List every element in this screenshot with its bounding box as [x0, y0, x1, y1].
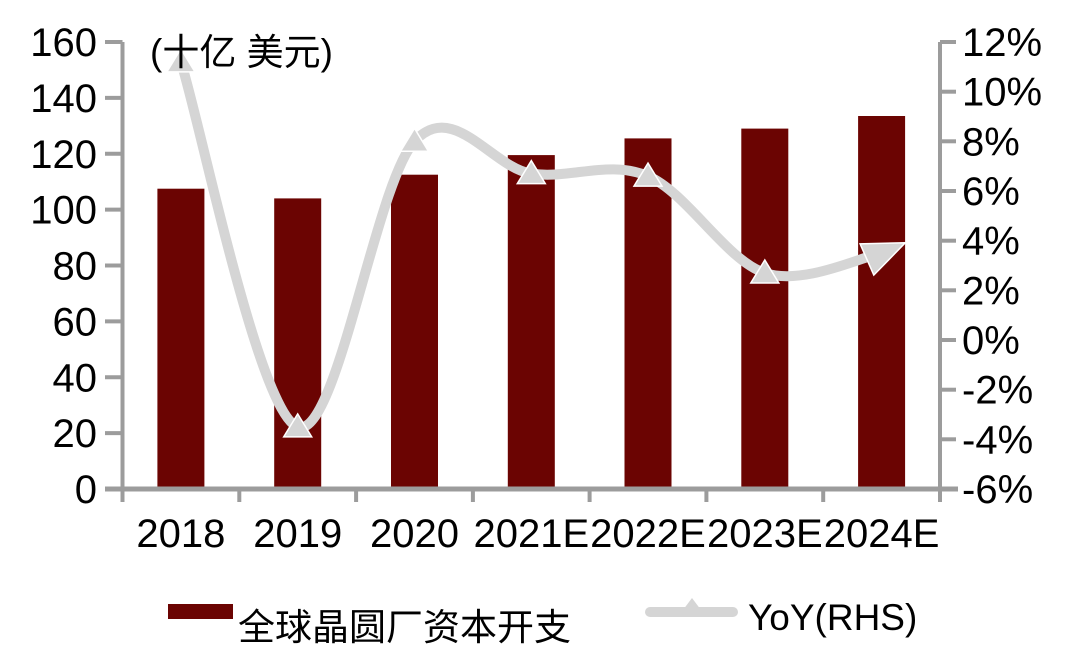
x-category-label-2022E: 2022E	[590, 512, 706, 556]
legend-bar-swatch	[168, 604, 233, 619]
y-left-tick-label-140: 140	[30, 77, 97, 121]
y-left-tick-label-20: 20	[53, 412, 98, 456]
y-left-tick-label-80: 80	[53, 245, 98, 289]
y-right-tick-label-12%: 12%	[962, 21, 1042, 65]
y-right-tick-label--4%: -4%	[962, 418, 1033, 462]
yoy-marker-2021E	[515, 159, 547, 185]
y-right-tick-label-10%: 10%	[962, 71, 1042, 115]
x-category-label-2019: 2019	[253, 512, 342, 556]
y-right-tick-label-8%: 8%	[962, 120, 1020, 164]
y-right-tick-label--6%: -6%	[962, 468, 1033, 512]
bar-2020	[391, 174, 438, 489]
yoy-marker-2020	[399, 126, 430, 153]
y-right-tick-label-4%: 4%	[962, 220, 1020, 264]
y-right-tick-label-2%: 2%	[962, 269, 1020, 313]
yoy-arrowhead-2024E	[858, 241, 908, 277]
x-category-label-2024E: 2024E	[824, 512, 940, 556]
x-category-label-2018: 2018	[136, 512, 225, 556]
y-left-tick-label-40: 40	[53, 356, 98, 400]
yoy-marker-2023E	[749, 258, 781, 284]
bar-2019	[274, 198, 322, 489]
bar-2022E	[624, 138, 672, 489]
yoy-marker-2022E	[632, 161, 664, 187]
x-category-label-2020: 2020	[370, 512, 459, 556]
bar-2023E	[741, 128, 789, 489]
y-left-tick-label-60: 60	[53, 300, 98, 344]
y-right-tick-label-0%: 0%	[962, 319, 1020, 363]
bar-2018	[157, 188, 205, 489]
bar-2024E	[858, 116, 906, 489]
legend-line-swatch	[645, 598, 738, 617]
y-left-tick-label-0: 0	[75, 468, 97, 512]
left-axis-unit-note: (十亿 美元)	[150, 32, 333, 73]
y-right-tick-label-6%: 6%	[962, 170, 1020, 214]
y-left-tick-label-160: 160	[30, 21, 97, 65]
x-category-label-2023E: 2023E	[707, 512, 823, 556]
y-left-tick-label-100: 100	[30, 189, 97, 233]
yoy-line	[175, 56, 887, 432]
x-category-label-2021E: 2021E	[473, 512, 589, 556]
yoy-marker-2018	[165, 47, 197, 73]
legend-line-label: YoY(RHS)	[748, 597, 918, 638]
legend-bar-label: 全球晶圆厂资本开支	[238, 607, 571, 647]
yoy-marker-2019	[282, 412, 314, 438]
legend-line-marker-icon	[682, 598, 701, 610]
y-left-tick-label-120: 120	[30, 133, 97, 177]
bar-2021E	[507, 155, 555, 489]
y-right-tick-label--2%: -2%	[962, 369, 1033, 413]
